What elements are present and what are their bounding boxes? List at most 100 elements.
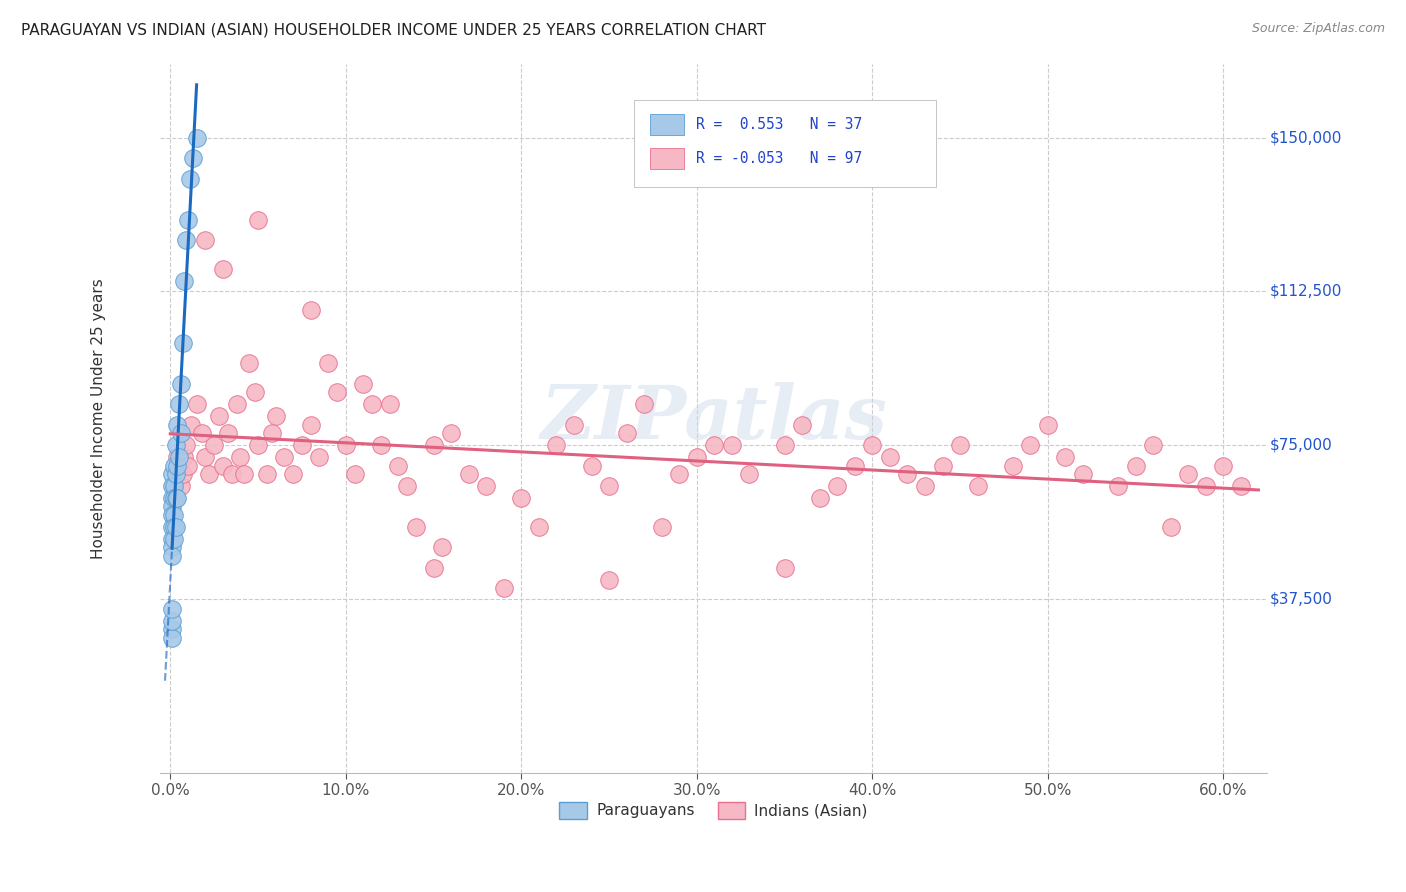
Point [308, 450, 330, 465]
Point [170, 479, 193, 493]
Text: $112,500: $112,500 [1270, 284, 1341, 299]
Point [370, 438, 392, 452]
Point [163, 458, 186, 473]
Point [1071, 467, 1094, 481]
Point [299, 417, 322, 432]
Point [180, 417, 202, 432]
Point [299, 302, 322, 317]
Point [179, 171, 201, 186]
Point [160, 541, 183, 555]
Point [598, 479, 620, 493]
Point [422, 561, 444, 575]
Point [166, 458, 188, 473]
Point [163, 491, 186, 506]
Point [598, 573, 620, 587]
Point [1019, 438, 1042, 452]
Point [316, 356, 339, 370]
Point [163, 520, 186, 534]
Point [194, 450, 217, 465]
Point [163, 479, 186, 493]
Point [686, 450, 709, 465]
Point [160, 508, 183, 522]
Point [966, 479, 988, 493]
Text: Source: ZipAtlas.com: Source: ZipAtlas.com [1251, 22, 1385, 36]
Point [166, 491, 188, 506]
Point [475, 479, 498, 493]
Point [174, 233, 197, 247]
Point [1036, 417, 1059, 432]
Point [343, 467, 366, 481]
Text: R =  0.553   N = 37: R = 0.553 N = 37 [696, 117, 862, 132]
Point [226, 397, 249, 411]
Point [352, 376, 374, 391]
Point [170, 425, 193, 440]
Point [160, 602, 183, 616]
Point [949, 438, 972, 452]
Point [186, 130, 208, 145]
Text: Householder Income Under 25 years: Householder Income Under 25 years [91, 278, 107, 558]
Point [160, 623, 183, 637]
Point [326, 384, 349, 399]
Point [194, 233, 217, 247]
Point [160, 614, 183, 628]
Point [163, 479, 186, 493]
Point [173, 450, 195, 465]
Point [703, 438, 725, 452]
Point [165, 438, 187, 452]
Point [256, 467, 278, 481]
Point [931, 458, 953, 473]
Point [167, 450, 190, 465]
Point [405, 520, 427, 534]
Point [378, 397, 401, 411]
Point [1177, 467, 1199, 481]
Point [527, 520, 550, 534]
Point [668, 467, 690, 481]
Point [247, 438, 270, 452]
Point [217, 425, 239, 440]
Point [1142, 438, 1164, 452]
Point [896, 467, 918, 481]
Point [440, 425, 463, 440]
Point [160, 533, 183, 547]
Point [1107, 479, 1129, 493]
Point [361, 397, 384, 411]
Text: $37,500: $37,500 [1270, 591, 1333, 607]
Point [163, 508, 186, 522]
Point [1212, 458, 1234, 473]
Point [546, 438, 568, 452]
Point [1230, 479, 1253, 493]
Point [160, 520, 183, 534]
Text: $75,000: $75,000 [1270, 437, 1333, 452]
Point [167, 458, 190, 473]
Point [181, 151, 204, 165]
Point [212, 458, 235, 473]
Point [432, 541, 454, 555]
Point [170, 376, 193, 391]
Point [202, 438, 225, 452]
FancyBboxPatch shape [651, 148, 683, 169]
Text: $150,000: $150,000 [1270, 130, 1341, 145]
Point [510, 491, 533, 506]
Point [616, 425, 638, 440]
FancyBboxPatch shape [634, 100, 936, 187]
Point [808, 491, 831, 506]
Point [160, 631, 183, 645]
Point [825, 479, 848, 493]
Legend: Paraguayans, Indians (Asian): Paraguayans, Indians (Asian) [554, 796, 873, 825]
Point [792, 417, 814, 432]
Point [721, 438, 744, 452]
Point [633, 397, 655, 411]
FancyBboxPatch shape [651, 113, 683, 135]
Text: ZIPatlas: ZIPatlas [540, 382, 887, 455]
Point [172, 335, 194, 350]
Point [281, 467, 304, 481]
Point [221, 467, 243, 481]
Point [562, 417, 585, 432]
Point [163, 533, 186, 547]
Point [165, 467, 187, 481]
Point [198, 467, 221, 481]
Point [1054, 450, 1077, 465]
Point [860, 438, 883, 452]
Point [165, 520, 187, 534]
Point [457, 467, 479, 481]
